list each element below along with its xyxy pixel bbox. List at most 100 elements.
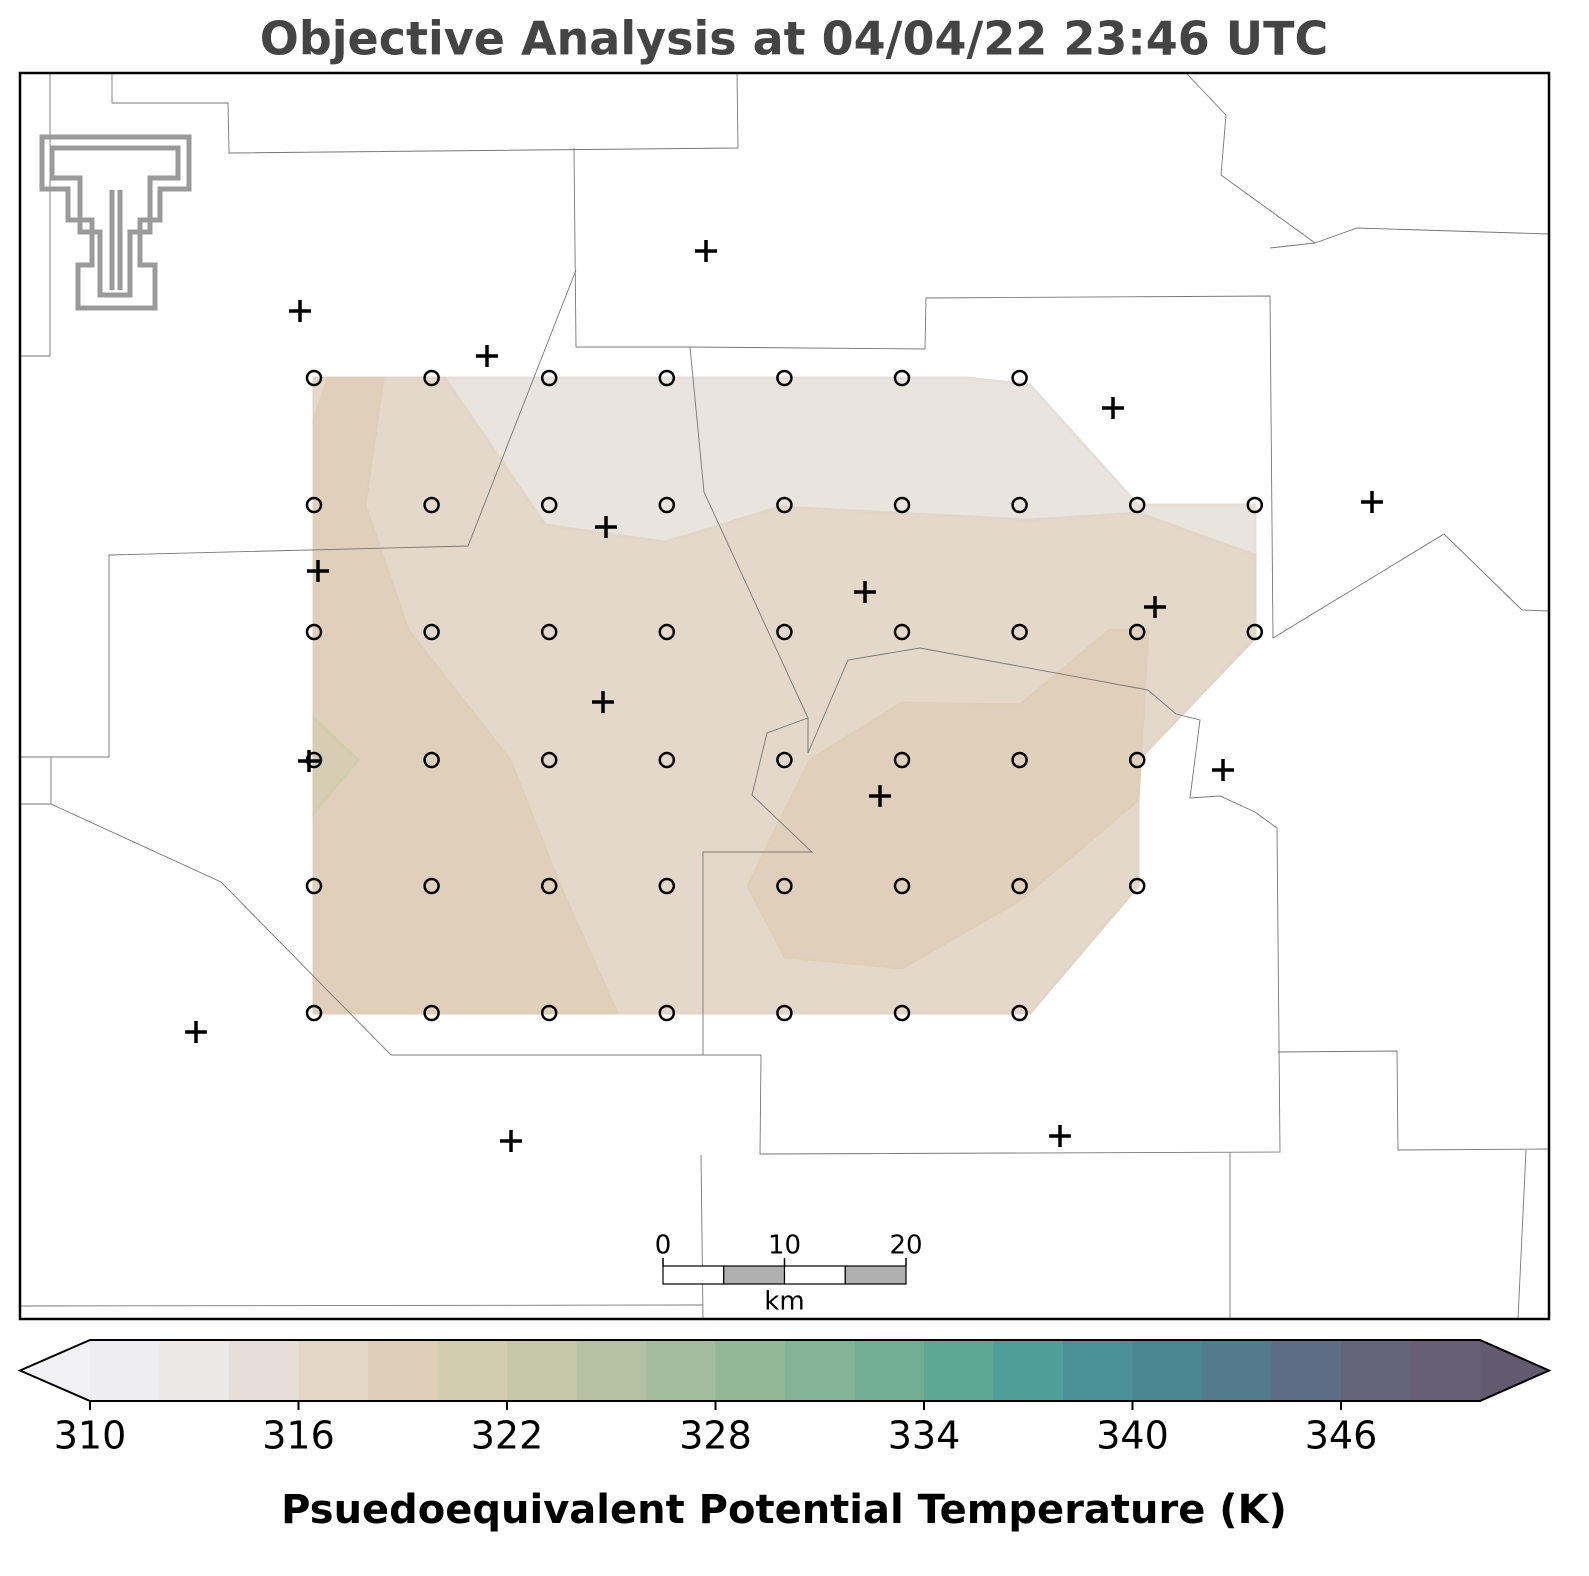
- grid-point: [423, 623, 440, 641]
- map-frame: [18, 71, 1551, 1321]
- scale-label: 0: [655, 1231, 672, 1261]
- grid-point: [893, 623, 911, 641]
- grid-point: [776, 496, 793, 514]
- colorbar-bin: [1132, 1340, 1203, 1401]
- grid-point: [423, 1004, 440, 1022]
- station-marker: [1212, 759, 1234, 781]
- grid-point: [540, 751, 558, 769]
- station-marker: [185, 1021, 207, 1043]
- grid-point: [305, 496, 323, 514]
- station-marker: [1049, 1125, 1071, 1147]
- grid-point: [540, 496, 558, 514]
- county-line: [1272, 533, 1550, 639]
- grid-point: [658, 877, 676, 895]
- grid-point: [305, 623, 323, 641]
- colorbar-bin: [437, 1340, 508, 1401]
- county-line: [689, 346, 809, 719]
- county-line: [1277, 1050, 1550, 1151]
- scale-label: 20: [889, 1231, 922, 1261]
- grid-point: [776, 1004, 793, 1022]
- county-line: [50, 647, 1281, 1155]
- colorbar-bin: [854, 1340, 925, 1401]
- station-marker: [592, 691, 614, 713]
- colorbar-bin: [1271, 1340, 1342, 1401]
- county-line: [1185, 72, 1550, 244]
- scale-segment: [723, 1265, 786, 1285]
- station-marker: [595, 516, 617, 538]
- grid-point: [776, 877, 793, 895]
- colorbar-tick-label: 310: [54, 1414, 127, 1458]
- grid-point: [893, 1004, 911, 1022]
- contour-fill: [746, 628, 1150, 970]
- colorbar-bin: [646, 1340, 716, 1401]
- contour-fill: [312, 376, 620, 1015]
- grid-point: [540, 623, 558, 641]
- county-line: [700, 1154, 704, 1320]
- grid-point: [1011, 369, 1028, 387]
- station-marker: [854, 581, 876, 603]
- grid-point: [1011, 877, 1028, 895]
- grid-point: [658, 496, 676, 514]
- county-lines: [19, 72, 1550, 1320]
- grid-point: [540, 1004, 558, 1022]
- colorbar-tick-label: 346: [1305, 1414, 1378, 1458]
- grid-point: [1128, 623, 1146, 641]
- county-line: [111, 72, 739, 154]
- grid-point: [1011, 496, 1028, 514]
- grid-point: [776, 369, 793, 387]
- station-marker: [500, 1130, 522, 1152]
- station-marker: [1144, 596, 1166, 618]
- colorbar: 310 316 322 328 334 340 346: [17, 1339, 1552, 1458]
- grid-point: [423, 369, 440, 387]
- station-marker: [1361, 491, 1383, 513]
- colorbar-bin: [368, 1340, 438, 1401]
- colorbar-tick-label: 328: [679, 1414, 752, 1458]
- grid-point: [1011, 751, 1028, 769]
- grid-point: [540, 877, 558, 895]
- scale-label: 10: [768, 1231, 801, 1261]
- colorbar-bin: [507, 1340, 577, 1401]
- station-marker: [289, 300, 311, 322]
- county-line: [20, 269, 577, 758]
- grid-point: [658, 623, 676, 641]
- grid-point: [776, 623, 793, 641]
- grid-point: [423, 751, 440, 769]
- station-marker: [298, 750, 320, 772]
- contours: [312, 376, 1257, 1015]
- university-logo: [39, 134, 192, 311]
- grid-point: [1128, 751, 1146, 769]
- grid-point: [1246, 496, 1264, 514]
- station-marker: [869, 785, 891, 807]
- colorbar-bin: [785, 1340, 855, 1401]
- scale-segment: [662, 1265, 725, 1285]
- grid-point: [1128, 496, 1146, 514]
- grid-point: [893, 369, 911, 387]
- scale-bar: 0 10 20 km: [655, 1231, 923, 1317]
- grid-point: [1011, 623, 1028, 641]
- colorbar-bin: [90, 1340, 160, 1401]
- contour-fill: [312, 714, 361, 818]
- colorbar-bin: [298, 1340, 369, 1401]
- grid-point: [893, 751, 911, 769]
- colorbar-bin: [1202, 1340, 1272, 1401]
- grid-point: [658, 751, 676, 769]
- colorbar-tick-label: 316: [262, 1414, 335, 1458]
- title: Objective Analysis at 04/04/22 23:46 UTC: [260, 12, 1329, 66]
- grid-point: [893, 496, 911, 514]
- analysis-points: [185, 240, 1383, 1152]
- county-line: [1517, 1149, 1527, 1320]
- grid-point: [305, 369, 323, 387]
- station-marker: [476, 345, 498, 367]
- grid-point: [1246, 623, 1264, 641]
- station-marker: [1102, 397, 1124, 419]
- grid-point: [1128, 877, 1146, 895]
- grid-point: [540, 369, 558, 387]
- colorbar-extend-high: [1480, 1340, 1549, 1401]
- scale-segment: [783, 1265, 846, 1285]
- grid-point: [893, 877, 911, 895]
- colorbar-bin: [924, 1340, 994, 1401]
- county-line: [19, 1304, 704, 1307]
- colorbar-label: Psuedoequivalent Potential Temperature (…: [281, 1487, 1287, 1533]
- colorbar-tick-label: 340: [1096, 1414, 1169, 1458]
- station-marker: [695, 240, 717, 262]
